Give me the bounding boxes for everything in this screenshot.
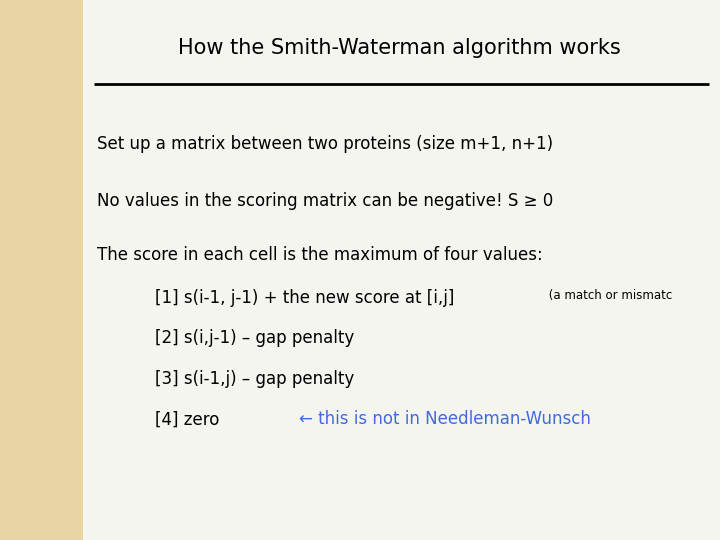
- Text: [2] s(i,j-1) – gap penalty: [2] s(i,j-1) – gap penalty: [155, 329, 354, 347]
- Text: How the Smith-Waterman algorithm works: How the Smith-Waterman algorithm works: [179, 38, 621, 58]
- Text: ← this is not in Needleman-Wunsch: ← this is not in Needleman-Wunsch: [299, 410, 590, 428]
- Text: No values in the scoring matrix can be negative! S ≥ 0: No values in the scoring matrix can be n…: [97, 192, 554, 210]
- Text: (a match or mismatc: (a match or mismatc: [545, 289, 672, 302]
- Text: [3] s(i-1,j) – gap penalty: [3] s(i-1,j) – gap penalty: [155, 370, 354, 388]
- Text: The score in each cell is the maximum of four values:: The score in each cell is the maximum of…: [97, 246, 543, 264]
- Text: [4] zero: [4] zero: [155, 410, 219, 428]
- Text: Set up a matrix between two proteins (size m+1, n+1): Set up a matrix between two proteins (si…: [97, 135, 554, 153]
- Text: [1] s(i-1, j-1) + the new score at [i,j]: [1] s(i-1, j-1) + the new score at [i,j]: [155, 289, 454, 307]
- Bar: [0, 0, 83, 540]
